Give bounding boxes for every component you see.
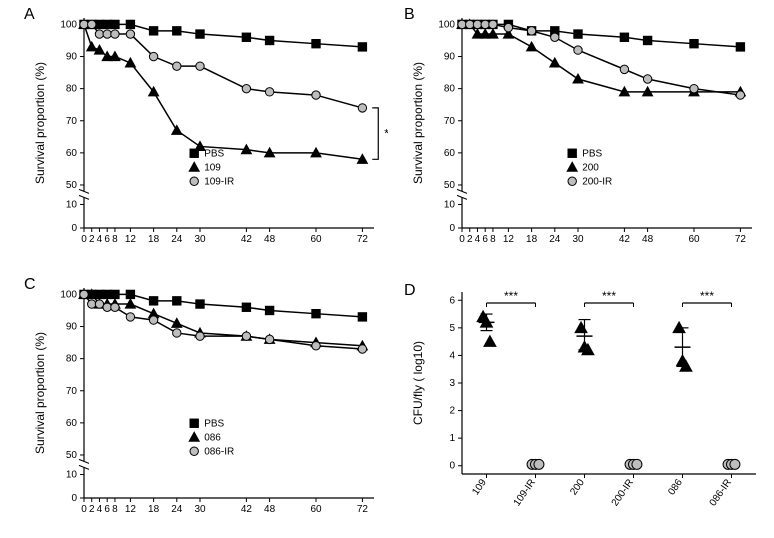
svg-text:48: 48 xyxy=(642,234,654,245)
svg-text:100: 100 xyxy=(60,289,77,300)
cfu-chart-d: 0 1 2 3 4 5 6 CFU/fly ( log10) 109 109-IR 200 200-I… xyxy=(406,278,766,528)
svg-text:80: 80 xyxy=(444,84,456,95)
svg-text:80: 80 xyxy=(66,354,78,365)
svg-text:Survival proportion (%): Survival proportion (%) xyxy=(33,62,47,184)
svg-text:4: 4 xyxy=(449,350,455,361)
svg-text:8: 8 xyxy=(112,234,118,245)
svg-text:1: 1 xyxy=(449,433,455,444)
svg-text:0: 0 xyxy=(81,504,87,515)
svg-text:10: 10 xyxy=(66,469,78,480)
svg-text:100: 100 xyxy=(60,19,77,30)
svg-text:4: 4 xyxy=(97,234,103,245)
svg-text:086-IR: 086-IR xyxy=(708,477,734,508)
svg-text:30: 30 xyxy=(572,234,584,245)
svg-text:12: 12 xyxy=(125,234,137,245)
svg-text:60: 60 xyxy=(444,148,456,159)
svg-text:72: 72 xyxy=(357,504,369,515)
svg-text:Survival proportion (%): Survival proportion (%) xyxy=(33,332,47,454)
svg-text:200-IR: 200-IR xyxy=(610,477,636,508)
svg-text:0: 0 xyxy=(71,223,77,234)
svg-text:**: ** xyxy=(384,127,388,141)
svg-text:0: 0 xyxy=(449,223,455,234)
svg-text:60: 60 xyxy=(66,418,78,429)
svg-text:200: 200 xyxy=(568,477,587,497)
svg-text:100: 100 xyxy=(438,19,455,30)
svg-text:Survival proportion (%): Survival proportion (%) xyxy=(411,62,425,184)
svg-text:60: 60 xyxy=(688,234,700,245)
svg-text:50: 50 xyxy=(66,180,78,191)
svg-text:60: 60 xyxy=(310,234,322,245)
svg-text:12: 12 xyxy=(503,234,515,245)
svg-text:60: 60 xyxy=(310,504,322,515)
svg-text:48: 48 xyxy=(264,504,276,515)
svg-text:70: 70 xyxy=(66,386,78,397)
svg-text:50: 50 xyxy=(444,180,456,191)
survival-chart-b: 5060708090100010024681218243042486072Sur… xyxy=(406,8,766,258)
svg-text:12: 12 xyxy=(125,504,137,515)
svg-text:PBS: PBS xyxy=(582,148,602,159)
svg-text:6: 6 xyxy=(449,295,455,306)
svg-text:72: 72 xyxy=(357,234,369,245)
svg-text:0: 0 xyxy=(459,234,465,245)
svg-text:***: *** xyxy=(700,289,714,303)
svg-text:24: 24 xyxy=(171,234,183,245)
figure: A B C D 50607080901000100246812182430424… xyxy=(0,0,774,538)
svg-text:30: 30 xyxy=(194,504,206,515)
svg-text:2: 2 xyxy=(89,234,95,245)
svg-text:5: 5 xyxy=(449,323,455,334)
svg-text:109: 109 xyxy=(470,477,489,497)
svg-text:70: 70 xyxy=(66,116,78,127)
svg-text:18: 18 xyxy=(148,504,160,515)
svg-text:200-IR: 200-IR xyxy=(582,176,612,187)
svg-text:60: 60 xyxy=(66,148,78,159)
svg-text:48: 48 xyxy=(264,234,276,245)
svg-text:109-IR: 109-IR xyxy=(512,477,538,508)
svg-text:0: 0 xyxy=(449,461,455,472)
svg-text:42: 42 xyxy=(619,234,631,245)
svg-text:6: 6 xyxy=(104,234,110,245)
svg-text:30: 30 xyxy=(194,234,206,245)
svg-text:109: 109 xyxy=(204,162,221,173)
svg-text:4: 4 xyxy=(97,504,103,515)
svg-text:086: 086 xyxy=(666,477,685,497)
svg-text:42: 42 xyxy=(241,504,253,515)
survival-chart-c: 5060708090100010024681218243042486072Sur… xyxy=(28,278,388,528)
svg-text:109-IR: 109-IR xyxy=(204,176,234,187)
svg-text:2: 2 xyxy=(467,234,473,245)
svg-text:18: 18 xyxy=(148,234,160,245)
svg-text:***: *** xyxy=(504,289,518,303)
svg-text:8: 8 xyxy=(490,234,496,245)
svg-text:2: 2 xyxy=(89,504,95,515)
svg-text:18: 18 xyxy=(526,234,538,245)
svg-text:0: 0 xyxy=(71,493,77,504)
svg-text:42: 42 xyxy=(241,234,253,245)
svg-text:CFU/fly ( log10): CFU/fly ( log10) xyxy=(411,341,425,425)
svg-text:70: 70 xyxy=(444,116,456,127)
svg-text:PBS: PBS xyxy=(204,418,224,429)
svg-text:2: 2 xyxy=(449,406,455,417)
svg-text:24: 24 xyxy=(549,234,561,245)
svg-text:50: 50 xyxy=(66,450,78,461)
svg-text:086: 086 xyxy=(204,432,221,443)
svg-text:6: 6 xyxy=(104,504,110,515)
survival-chart-a: 5060708090100010024681218243042486072Sur… xyxy=(28,8,388,258)
svg-text:***: *** xyxy=(602,289,616,303)
svg-text:80: 80 xyxy=(66,84,78,95)
svg-text:10: 10 xyxy=(444,199,456,210)
svg-text:3: 3 xyxy=(449,378,455,389)
svg-text:0: 0 xyxy=(81,234,87,245)
svg-text:200: 200 xyxy=(582,162,599,173)
svg-text:10: 10 xyxy=(66,199,78,210)
svg-text:72: 72 xyxy=(735,234,747,245)
svg-text:PBS: PBS xyxy=(204,148,224,159)
svg-text:4: 4 xyxy=(475,234,481,245)
svg-text:6: 6 xyxy=(482,234,488,245)
svg-text:8: 8 xyxy=(112,504,118,515)
svg-text:086-IR: 086-IR xyxy=(204,446,234,457)
svg-text:90: 90 xyxy=(444,52,456,63)
svg-text:90: 90 xyxy=(66,322,78,333)
svg-text:90: 90 xyxy=(66,52,78,63)
svg-text:24: 24 xyxy=(171,504,183,515)
